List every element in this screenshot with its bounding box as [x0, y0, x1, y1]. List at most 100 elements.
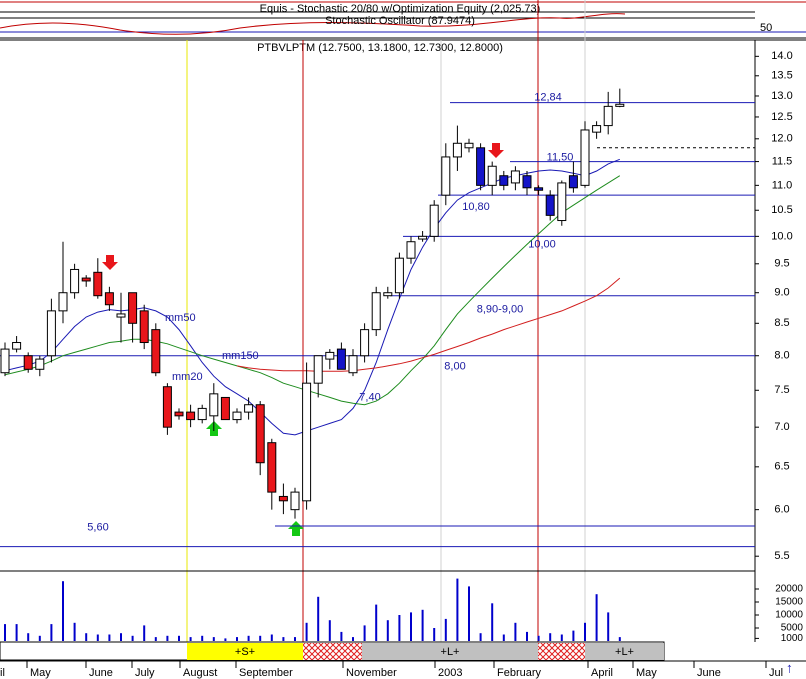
chart-title: PTBVLPTM (12.7500, 13.1800, 12.7300, 12.… [257, 42, 503, 54]
candle-body [592, 125, 602, 133]
candle-body [418, 235, 428, 240]
volume-bar [201, 635, 204, 641]
volume-bar [294, 637, 296, 641]
y-tick-label: 11.0 [772, 179, 793, 191]
candle-body [499, 175, 509, 186]
volume-bar [514, 622, 517, 641]
indicator-curve [0, 13, 626, 35]
candle-body [302, 382, 312, 502]
y-tick-label: 5.5 [774, 550, 789, 562]
candle-body [406, 241, 416, 259]
indicator-tick: 50 [760, 22, 772, 34]
level-label: 8,00 [444, 361, 465, 373]
candle-body [128, 292, 138, 324]
legend-label: mm150 [222, 350, 259, 362]
level-label: 5,60 [87, 521, 108, 533]
hatched-zone [538, 643, 585, 660]
volume-bar [15, 624, 18, 641]
candle-body [255, 404, 265, 464]
candle-body [278, 495, 288, 502]
indicator-panel: Equis - Stochastic 20/80 w/Optimization … [0, 1, 806, 41]
volume-bar [479, 633, 482, 641]
candle-body [325, 351, 335, 360]
volume-bar [607, 612, 610, 641]
volume-bar [131, 635, 134, 641]
x-tick-label: Jul [769, 667, 783, 679]
volume-tick-label: 1000 [781, 633, 804, 644]
volume-bar [352, 637, 354, 641]
volume-bar [375, 604, 378, 641]
candle-body [348, 355, 358, 374]
annotation: 7,40 [359, 391, 380, 403]
candle-body [313, 355, 323, 384]
candle-body [104, 292, 114, 306]
y-tick-label: 8.0 [774, 350, 789, 362]
candle-body [615, 103, 625, 107]
scroll-arrow[interactable]: ↑ [786, 660, 793, 676]
volume-bar [50, 624, 53, 641]
x-tick-label: November [346, 667, 397, 679]
volume-bar [282, 637, 285, 641]
candle-body [116, 313, 126, 318]
volume-bar [62, 581, 64, 641]
candle-body [568, 175, 578, 189]
x-tick-label: May [30, 667, 51, 679]
volume-bar [108, 634, 111, 641]
candle-body [441, 156, 451, 196]
volume-bar [468, 586, 470, 641]
candle-body [209, 393, 219, 417]
candle-body [220, 396, 230, 421]
candle-body [0, 348, 10, 374]
candle-body [557, 182, 567, 222]
candle-body [522, 175, 532, 189]
legend-label: mm20 [172, 371, 203, 383]
x-tick-label: May [636, 667, 657, 679]
volume-bar [143, 625, 146, 641]
volume-bar [236, 637, 238, 641]
x-tick-label: il [0, 667, 5, 679]
candle-body [35, 358, 45, 370]
volume-bar [328, 620, 331, 641]
level-label: 8,90-9,00 [477, 304, 523, 316]
candle-body [603, 105, 613, 127]
x-tick-label: September [239, 667, 293, 679]
candle-body [81, 277, 91, 282]
candle-body [383, 292, 393, 297]
candle-body [371, 292, 381, 331]
candle-body [23, 355, 33, 370]
volume-bar [305, 622, 308, 641]
y-tick-label: 7.5 [774, 384, 789, 396]
volume-bar [560, 634, 563, 641]
y-tick-label: 6.5 [774, 461, 789, 473]
signal-zone [362, 643, 538, 660]
y-tick-label: 8.5 [774, 317, 789, 329]
volume-bar [73, 622, 76, 641]
volume-bar [96, 634, 99, 641]
hatched-zone [303, 643, 362, 660]
volume-bar [526, 631, 528, 641]
candle-body [394, 257, 404, 294]
candle-body [534, 187, 544, 191]
candle-body [487, 165, 497, 186]
volume-bar [572, 630, 575, 641]
candle-body [429, 204, 439, 237]
x-tick-label: June [89, 667, 113, 679]
volume-bar [189, 637, 192, 641]
candle-body [545, 194, 555, 216]
volume-bar [154, 637, 157, 641]
y-tick-label: 12.0 [771, 133, 792, 145]
level-label: 10,00 [528, 238, 556, 250]
volume-bar [38, 635, 41, 641]
candle-body [232, 411, 242, 421]
candle-body [197, 407, 207, 421]
volume-bar [27, 633, 30, 641]
volume-bar [224, 638, 227, 641]
volume-bar [247, 635, 250, 641]
y-tick-label: 9.0 [774, 287, 789, 299]
volume-bar [491, 603, 494, 641]
y-tick-label: 7.0 [774, 421, 789, 433]
indicator-title: Stochastic Oscillator (87.9474) [325, 15, 475, 27]
signal-zone [187, 643, 303, 660]
candle-body [290, 491, 300, 511]
